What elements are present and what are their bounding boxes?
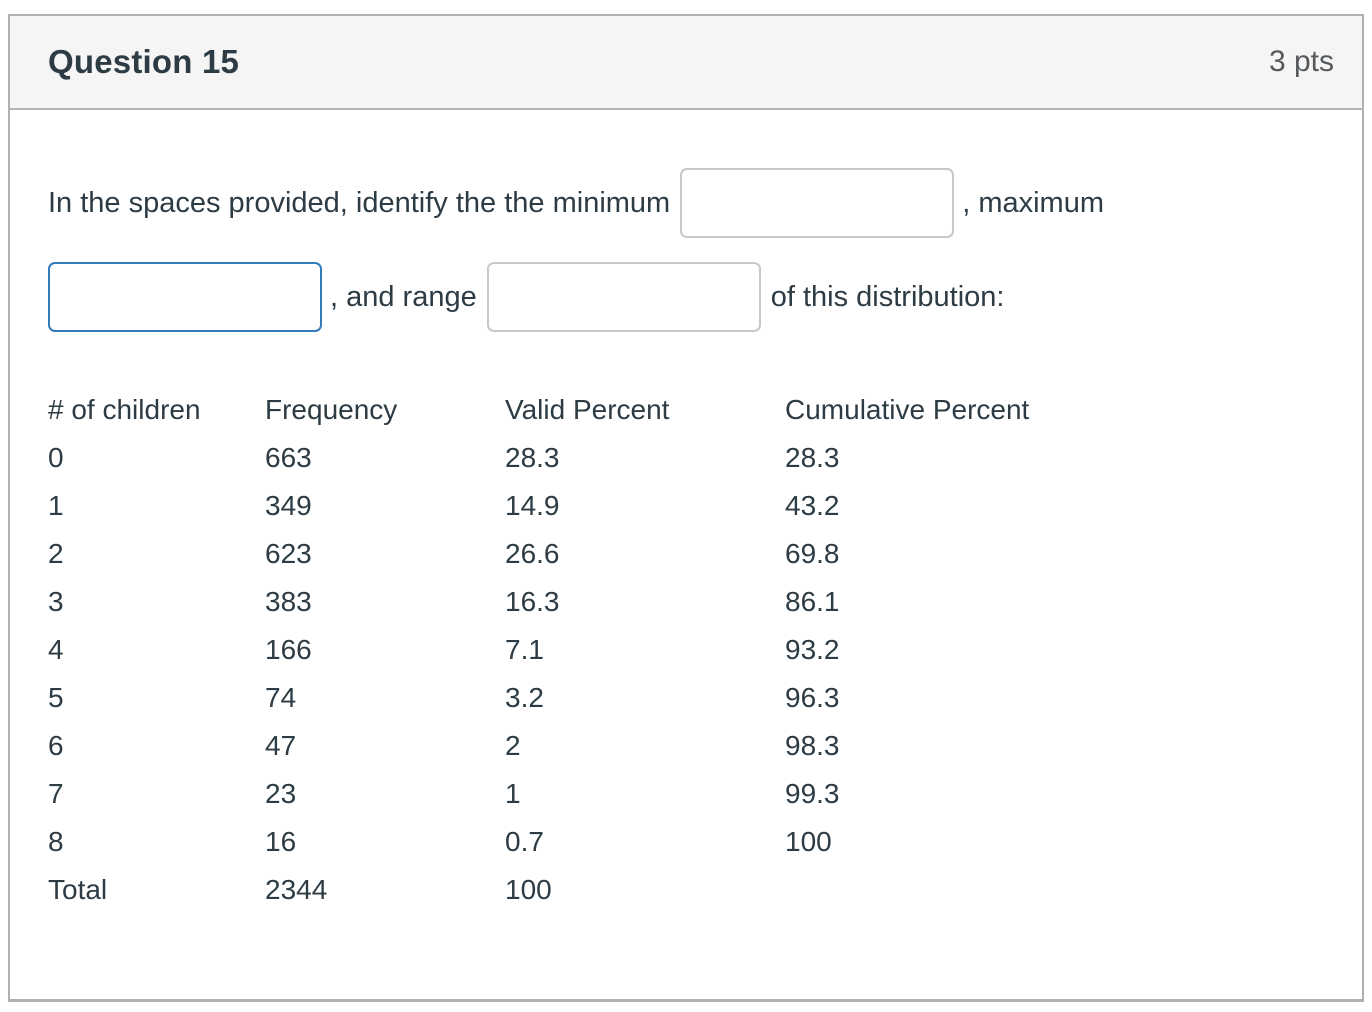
- cell-frequency: 23: [265, 778, 297, 809]
- cell-cumulative-percent: 99.3: [785, 778, 840, 809]
- frequency-table: # of children Frequency Valid Percent Cu…: [48, 386, 1168, 914]
- question-intro-text: In the spaces provided, identify the the…: [48, 187, 671, 219]
- cell-children: Total: [48, 874, 108, 905]
- question-title: Question 15: [48, 43, 240, 80]
- cell-children: 3: [48, 586, 64, 617]
- cell-frequency: 383: [265, 586, 312, 617]
- cell-cumulative-percent: 100: [785, 826, 832, 857]
- cell-cumulative-percent: 96.3: [785, 682, 840, 713]
- cell-frequency: 2344: [265, 874, 328, 905]
- after-range-text: of this distribution:: [770, 281, 1005, 313]
- column-header-cumulative-percent: Cumulative Percent: [785, 394, 1030, 425]
- question-header: Question 15 3 pts: [10, 16, 1362, 110]
- table-header-row: # of children Frequency Valid Percent Cu…: [48, 386, 1168, 434]
- cell-frequency: 166: [265, 634, 312, 665]
- column-header-children: # of children: [48, 394, 201, 425]
- cell-valid-percent: 0.7: [505, 826, 544, 857]
- cell-frequency: 16: [265, 826, 297, 857]
- cell-children: 7: [48, 778, 64, 809]
- cell-valid-percent: 100: [505, 874, 552, 905]
- cell-children: 2: [48, 538, 64, 569]
- question-card: Question 15 3 pts In the spaces provided…: [8, 14, 1364, 1002]
- cell-frequency: 47: [265, 730, 297, 761]
- column-header-frequency: Frequency: [265, 394, 398, 425]
- cell-valid-percent: 7.1: [505, 634, 544, 665]
- cell-valid-percent: 1: [505, 778, 521, 809]
- cell-children: 1: [48, 490, 64, 521]
- cell-frequency: 623: [265, 538, 312, 569]
- cell-cumulative-percent: 86.1: [785, 586, 840, 617]
- cell-cumulative-percent: 28.3: [785, 442, 840, 473]
- cell-children: 4: [48, 634, 64, 665]
- maximum-input[interactable]: [48, 262, 322, 332]
- cell-children: 5: [48, 682, 64, 713]
- column-header-valid-percent: Valid Percent: [505, 394, 670, 425]
- cell-valid-percent: 3.2: [505, 682, 544, 713]
- cell-valid-percent: 16.3: [505, 586, 560, 617]
- table-row: 7 23 1 99.3: [48, 770, 1168, 818]
- cell-cumulative-percent: 69.8: [785, 538, 840, 569]
- cell-cumulative-percent: [785, 866, 1168, 914]
- cell-children: 8: [48, 826, 64, 857]
- question-points: 3 pts: [1268, 45, 1334, 78]
- cell-cumulative-percent: 93.2: [785, 634, 840, 665]
- question-line-1: In the spaces provided, identify the the…: [48, 168, 1324, 238]
- table-row: 6 47 2 98.3: [48, 722, 1168, 770]
- cell-frequency: 663: [265, 442, 312, 473]
- cell-frequency: 74: [265, 682, 297, 713]
- cell-valid-percent: 28.3: [505, 442, 560, 473]
- minimum-input[interactable]: [680, 168, 955, 238]
- cell-cumulative-percent: 43.2: [785, 490, 840, 521]
- after-minimum-text: , maximum: [962, 187, 1105, 219]
- cell-valid-percent: 14.9: [505, 490, 560, 521]
- cell-children: 6: [48, 730, 64, 761]
- question-body: In the spaces provided, identify the the…: [10, 110, 1362, 914]
- after-maximum-text: , and range: [330, 281, 477, 313]
- table-row: 5 74 3.2 96.3: [48, 674, 1168, 722]
- table-row: 8 16 0.7 100: [48, 818, 1168, 866]
- cell-children: 0: [48, 442, 64, 473]
- cell-valid-percent: 26.6: [505, 538, 560, 569]
- table-row-total: Total 2344 100: [48, 866, 1168, 914]
- table-row: 3 383 16.3 86.1: [48, 578, 1168, 626]
- table-row: 0 663 28.3 28.3: [48, 434, 1168, 482]
- question-line-2: , and range of this distribution:: [48, 262, 1324, 332]
- range-input[interactable]: [486, 262, 761, 332]
- table-row: 1 349 14.9 43.2: [48, 482, 1168, 530]
- cell-cumulative-percent: 98.3: [785, 730, 840, 761]
- table-row: 2 623 26.6 69.8: [48, 530, 1168, 578]
- table-row: 4 166 7.1 93.2: [48, 626, 1168, 674]
- cell-valid-percent: 2: [505, 730, 521, 761]
- cell-frequency: 349: [265, 490, 312, 521]
